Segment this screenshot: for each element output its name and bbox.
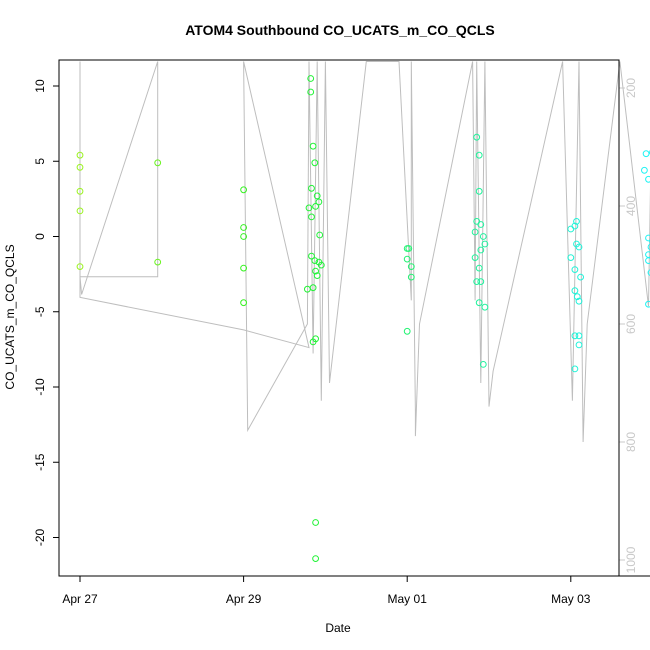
data-point <box>645 257 650 264</box>
data-point <box>309 338 317 346</box>
data-point <box>471 254 479 262</box>
data-point <box>240 186 248 194</box>
data-point <box>307 88 315 96</box>
y-tick-label: 10 <box>33 79 47 93</box>
data-point <box>240 224 248 231</box>
data-point <box>316 231 324 239</box>
data-point <box>473 278 481 286</box>
data-point <box>571 222 579 230</box>
data-point <box>571 287 579 295</box>
data-point <box>403 255 411 263</box>
data-point <box>477 246 485 254</box>
y-tick-label: -20 <box>33 529 47 547</box>
data-point <box>315 198 323 206</box>
data-point <box>76 163 84 171</box>
data-point <box>479 361 487 368</box>
y-axis-label: CO_UCATS_m_CO_QCLS <box>3 244 17 389</box>
data-point <box>305 204 313 212</box>
y-tick-label: -5 <box>33 306 47 317</box>
data-point <box>641 166 648 174</box>
data-point <box>308 252 315 260</box>
data-point <box>471 228 479 236</box>
data-point <box>481 240 489 248</box>
pressure-trace-layer <box>79 61 650 443</box>
data-point <box>647 243 650 251</box>
right-axis-tick-label: 400 <box>624 196 638 216</box>
chart-title: ATOM4 Southbound CO_UCATS_m_CO_QCLS <box>185 22 495 38</box>
data-point <box>473 133 481 141</box>
y-tick-label: 0 <box>33 233 47 240</box>
data-point <box>240 264 248 272</box>
data-point <box>567 254 575 262</box>
data-point <box>312 519 320 526</box>
data-point <box>575 297 583 305</box>
data-point <box>481 303 489 311</box>
data-point <box>475 264 483 272</box>
data-point <box>304 285 311 293</box>
y-tick-label: 5 <box>33 158 47 165</box>
data-point <box>309 142 317 150</box>
data-point <box>407 273 415 281</box>
data-point <box>479 233 487 240</box>
data-point <box>571 332 579 340</box>
y-tick-label: -10 <box>33 378 47 396</box>
right-axis-tick-label: 800 <box>624 432 638 452</box>
data-point <box>577 273 584 281</box>
data-point <box>575 341 583 349</box>
data-point <box>645 234 650 242</box>
data-point <box>573 293 581 301</box>
data-point <box>76 207 84 215</box>
data-point <box>647 269 650 276</box>
data-point <box>317 261 325 269</box>
data-point <box>573 218 580 225</box>
data-point <box>645 175 650 183</box>
data-point <box>475 299 483 307</box>
data-point <box>76 263 84 271</box>
data-point <box>571 266 579 274</box>
data-point <box>313 192 321 200</box>
data-point <box>575 332 583 340</box>
data-point <box>312 267 320 275</box>
data-point <box>475 151 483 159</box>
data-points-layer <box>76 75 650 562</box>
data-point <box>308 213 315 221</box>
data-point <box>154 258 162 266</box>
right-axis-tick-label: 200 <box>624 78 638 98</box>
data-point <box>240 299 248 307</box>
data-point <box>76 151 84 159</box>
data-point <box>645 300 650 308</box>
x-axis-label: Date <box>325 621 351 635</box>
data-point <box>311 159 319 167</box>
data-point <box>308 184 315 192</box>
data-point <box>154 159 162 167</box>
data-point <box>240 233 248 240</box>
y-tick-label: -15 <box>33 453 47 471</box>
data-point <box>313 272 321 280</box>
data-point <box>307 75 315 82</box>
pressure-trace-line <box>79 61 650 443</box>
data-point <box>403 327 411 335</box>
data-point <box>575 243 583 251</box>
right-axis-tick-label: 1000 <box>624 546 638 573</box>
data-point <box>477 221 485 228</box>
data-point <box>311 257 319 265</box>
data-point <box>76 187 84 195</box>
plot-frame <box>58 59 620 577</box>
data-point <box>312 555 320 562</box>
x-tick-label: May 01 <box>388 592 428 606</box>
x-tick-label: May 03 <box>551 592 591 606</box>
data-point <box>571 365 579 373</box>
data-point <box>407 263 415 271</box>
x-tick-label: Apr 27 <box>62 592 98 606</box>
data-point <box>475 187 483 195</box>
right-axis-tick-label: 600 <box>624 314 638 334</box>
x-tick-label: Apr 29 <box>226 592 262 606</box>
data-point <box>642 150 650 158</box>
data-point <box>477 278 485 286</box>
data-point <box>405 245 413 252</box>
data-point <box>312 203 320 210</box>
